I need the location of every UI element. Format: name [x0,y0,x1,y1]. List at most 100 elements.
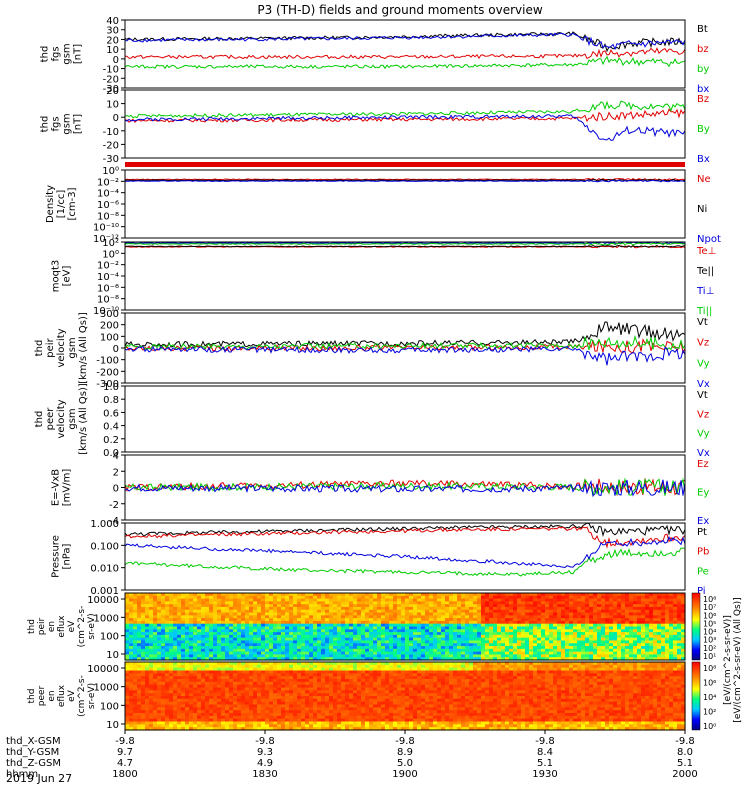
panel-frame [125,386,685,452]
ylabel-line: thd [34,411,45,428]
ephemeris-value: 9.3 [257,747,273,758]
ytick-label: 20 [106,86,119,97]
legend-Bz: Bz [697,94,709,105]
panel-frame [125,20,685,88]
ephemeris-value: -9.8 [395,736,415,747]
legend-Te⊥: Te⊥ [696,246,716,257]
ylabel-line: [mV/m] [62,469,73,507]
ytick-label: 10⁰ [102,166,119,177]
ephemeris-value: 1900 [392,769,417,780]
legend-Ez: Ez [697,459,709,470]
ytick-label: 0.4 [103,422,119,433]
ylabel: moqt3[eV] [51,260,73,293]
legend-Pb: Pb [697,547,709,558]
ephemeris-value: 1930 [532,769,557,780]
legend-By: By [697,124,710,135]
ephemeris-value: -9.8 [675,736,695,747]
legend-Vt: Vt [697,317,708,328]
ylabel-line: fgs [51,46,62,61]
ylabel-line: peir [45,337,56,357]
legend-Bt: Bt [697,24,708,35]
ylabel-line: (cm^2-s- [77,606,87,648]
ytick-label: 200 [100,321,119,332]
ytick-label: 10⁻⁶ [97,200,119,211]
series-by [125,57,685,69]
legend-Ti⊥: Ti⊥ [696,286,714,297]
ytick-label: 10 [106,650,119,661]
ytick-label: 10⁻² [97,177,119,188]
ephemeris-value: 5.1 [677,758,693,769]
ytick-label: 2 [113,467,119,478]
ephemeris-value: 1830 [252,769,277,780]
ylabel-line: gsm [62,113,73,134]
ylabel-line: velocity [56,399,67,438]
ytick-label: 10⁻⁴ [97,272,119,283]
ephemeris-value: -9.8 [115,736,135,747]
ytick-label: 10000 [87,595,119,606]
legend-Vy: Vy [697,429,710,440]
ylabel-line: gsm [67,337,78,358]
ylabel-line: thd [40,116,51,133]
colorbar-tick: 10⁶ [703,679,716,688]
colorbar-label: [eV/(cm^2-s-sr-eV)] [723,615,733,705]
ephemeris-value: 8.4 [537,747,553,758]
ylabel-line: en [47,690,57,701]
ytick-label: 100 [100,701,119,712]
plot-title: P3 (TH-D) fields and ground moments over… [257,3,542,17]
ephemeris-value: 2000 [672,769,697,780]
legend-Te||: Te|| [696,266,714,277]
legend-Ey: Ey [697,488,709,499]
series-Pe [125,548,685,576]
ylabel-line: eflux [57,615,67,638]
ephemeris-value: -9.8 [535,736,555,747]
date-label: 2019 Jun 27 [6,772,72,785]
panel-temperature: 10²10⁰10⁻²10⁻⁴10⁻⁶10⁻⁸10⁻¹⁰moqt3[eV]Te⊥T… [51,238,717,317]
ytick-label: 4 [113,451,119,462]
ytick-label: 10⁻¹⁰ [93,223,119,234]
ytick-label: -2 [109,500,119,511]
ylabel-line: peir [37,617,47,635]
ephemeris-label: thd_Z-GSM [6,758,61,769]
legend-Ti||: Ti|| [696,306,712,317]
ylabel-line: thd [40,46,51,63]
ylabel-line: Pressure [51,535,62,578]
ytick-label: 0.2 [103,435,119,446]
ylabel-line: [nT] [73,114,84,134]
series-Pt [125,523,685,536]
legend-Npot: Npot [697,234,721,245]
ylabel-line: fgs [51,116,62,131]
ytick-label: 10⁻² [97,261,119,272]
ephemeris-label: thd_X-GSM [6,736,61,747]
ylabel-line: E=-VxB [51,469,62,506]
ytick-label: 0.6 [103,408,119,419]
ytick-label: 10⁻⁸ [97,295,119,306]
ylabel-line: [nT] [73,44,84,64]
ephemeris-value: 8.0 [677,747,693,758]
legend-Pe: Pe [697,566,709,577]
ylabel-line: [1/cc] [56,190,67,219]
ytick-label: 10 [106,720,119,731]
ylabel-line: gsm [67,408,78,429]
colorbar-tick: 10² [703,708,716,717]
panel-density: 10⁰10⁻²10⁻⁴10⁻⁶10⁻⁸10⁻¹⁰10⁻¹²Density[1/c… [45,162,721,245]
ytick-label: 0.100 [90,541,119,552]
ylabel-line: eflux [57,684,67,707]
ytick-label: 1.000 [90,519,119,530]
ytick-label: 10⁻⁶ [97,283,119,294]
ylabel: Pressure[nPa] [51,535,73,578]
colorbar-label: [eV/(cm^2-s-sr-eV) (All Qs)] [733,597,743,722]
ylabel-line: [cm-3] [67,187,78,220]
ylabel-line: [km/s (All Qs)] [78,383,89,455]
series-bz [125,48,685,58]
ylabel-line: [km/s (All Qs)] [78,312,89,384]
legend-Ne: Ne [697,174,711,185]
colorbar-tick: 10⁴ [703,693,716,702]
legend-Bx: Bx [697,154,710,165]
